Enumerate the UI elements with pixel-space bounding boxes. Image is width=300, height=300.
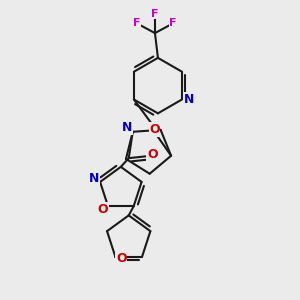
Text: N: N	[122, 121, 132, 134]
Text: N: N	[184, 93, 194, 106]
Text: N: N	[89, 172, 99, 185]
Text: O: O	[116, 252, 127, 265]
Text: O: O	[149, 123, 160, 136]
Text: F: F	[169, 18, 177, 28]
Text: F: F	[133, 18, 141, 28]
Text: O: O	[147, 148, 158, 161]
Text: O: O	[98, 203, 108, 216]
Text: F: F	[151, 9, 159, 19]
